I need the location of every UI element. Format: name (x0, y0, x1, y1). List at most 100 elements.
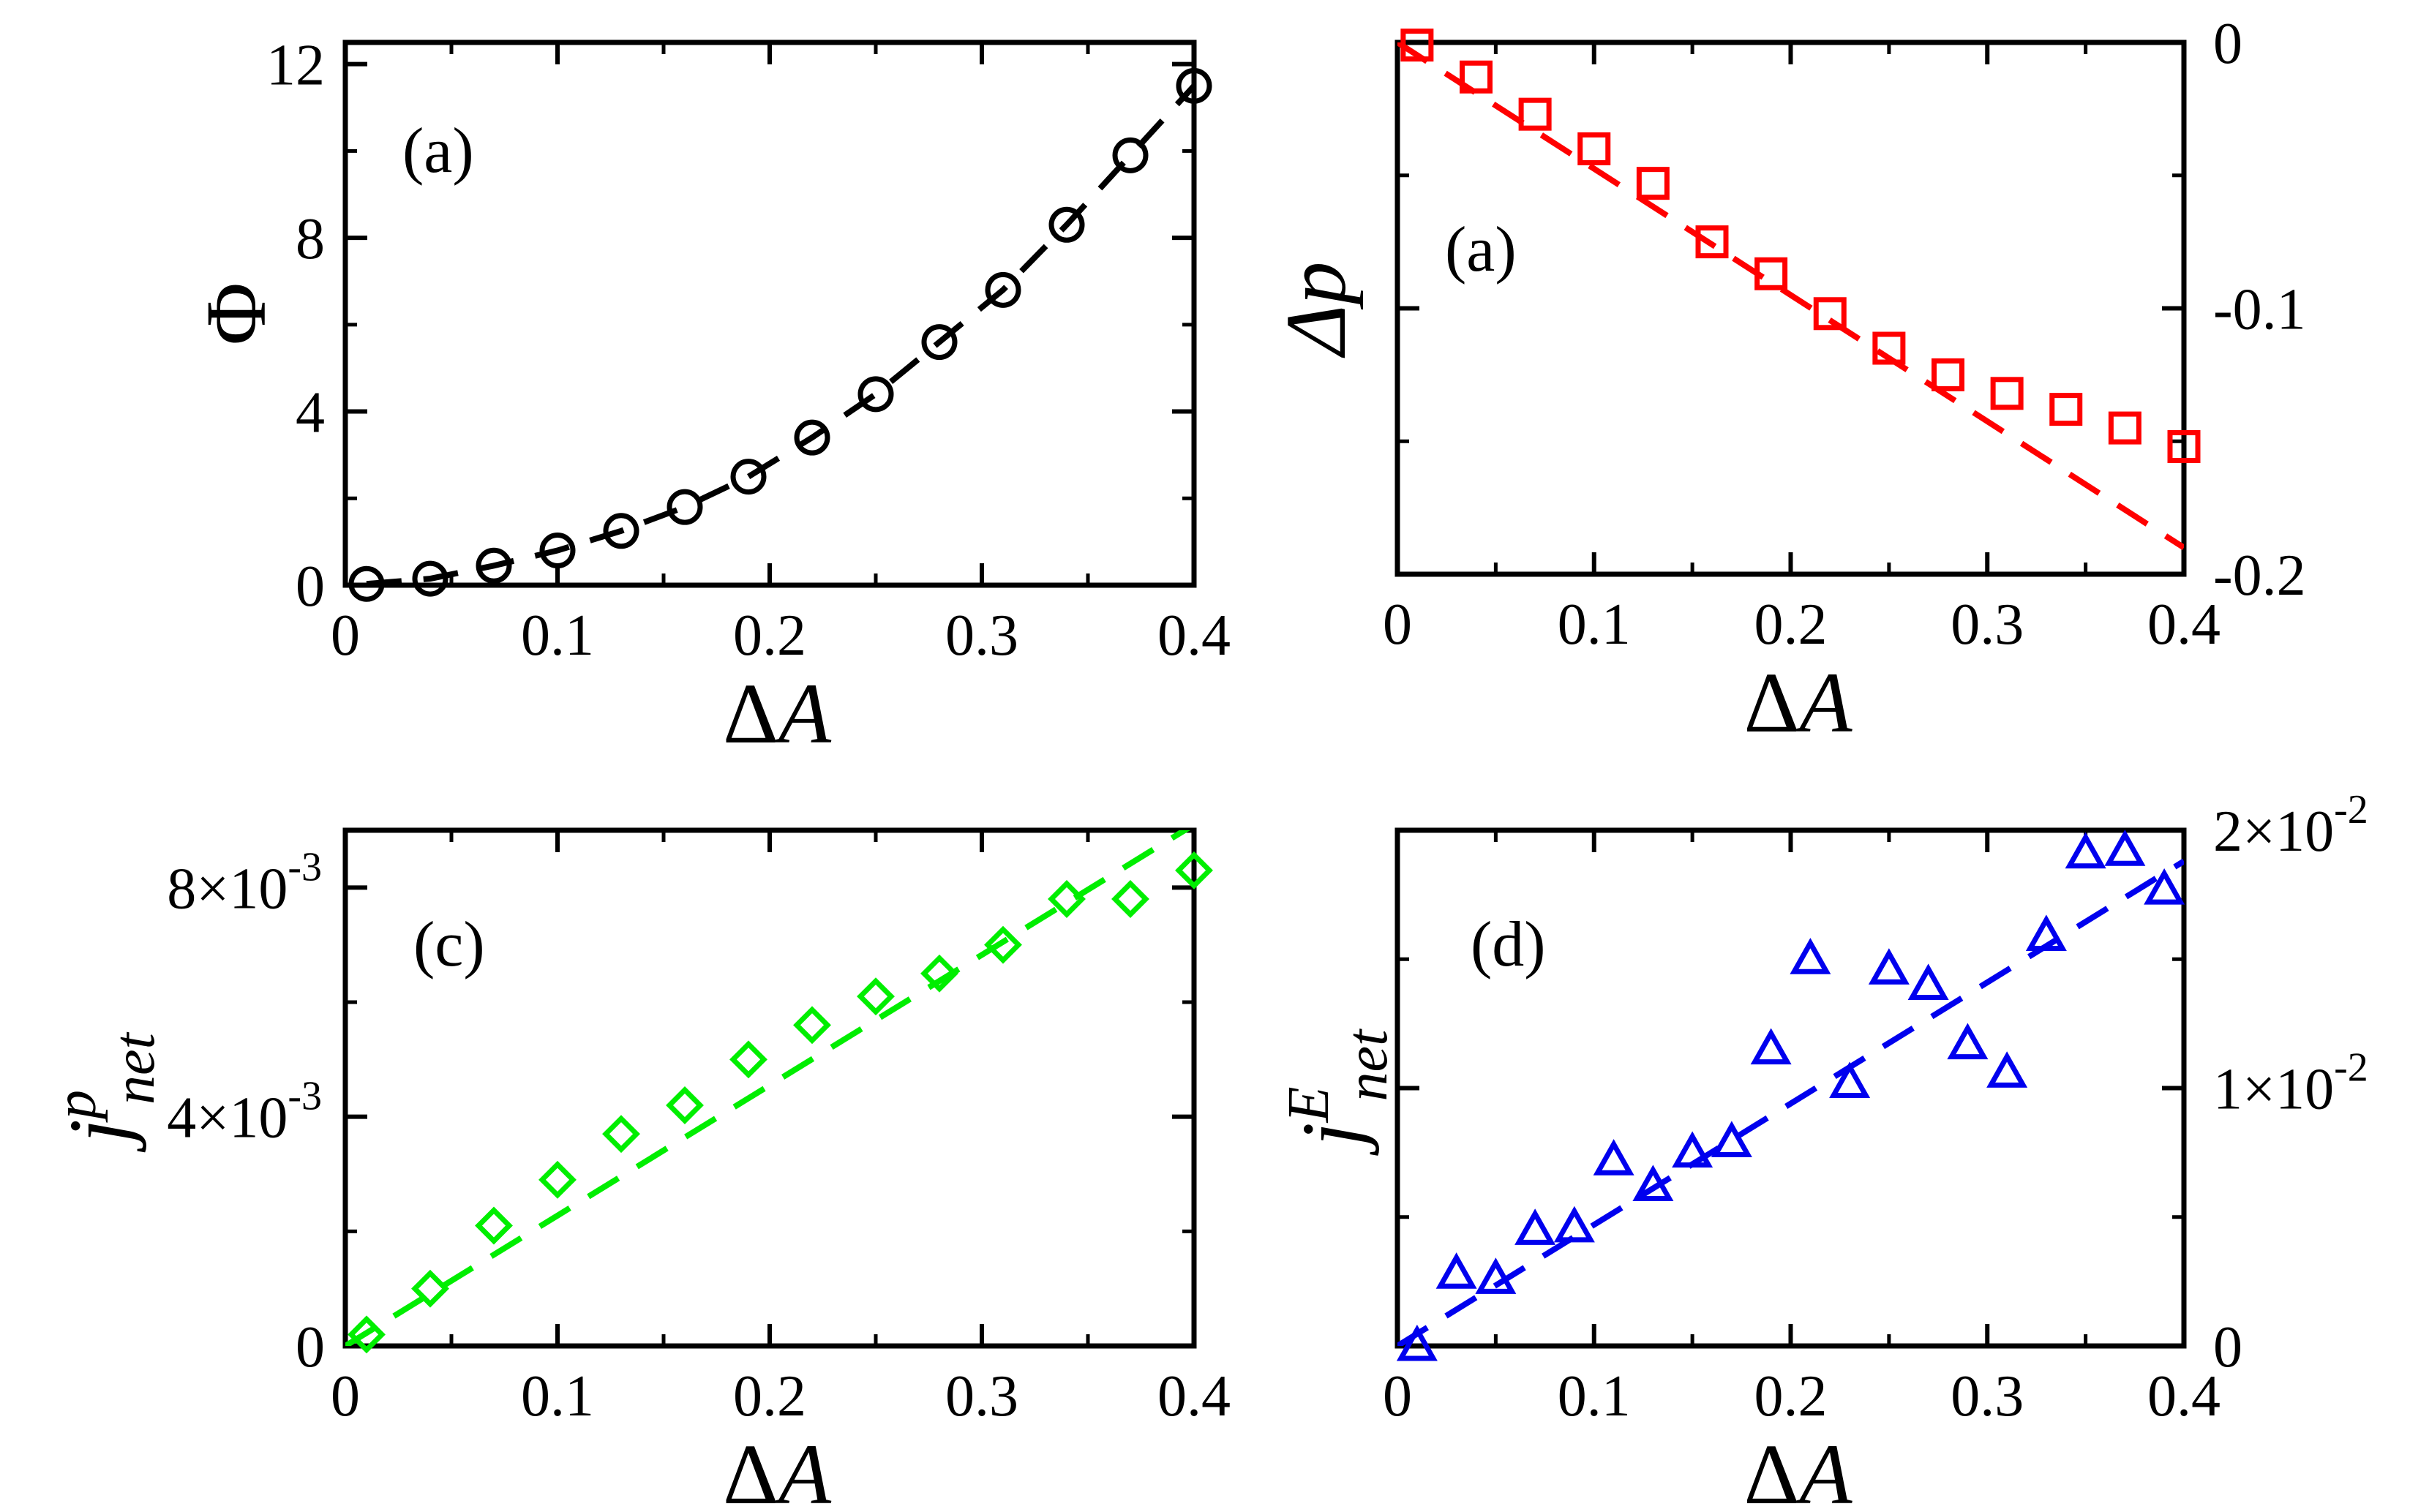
data-point (921, 324, 958, 361)
x-axis-label-var: A (1794, 655, 1852, 751)
x-axis-label: ΔA (723, 666, 832, 761)
data-point (1175, 851, 1213, 889)
x-tick-label: 0.2 (733, 603, 806, 668)
data-point (1460, 60, 1493, 94)
x-tick-label: 0 (1383, 593, 1412, 657)
panel-label: (c) (413, 909, 485, 980)
fit-line (1397, 42, 2184, 551)
y-tick-label: 0 (296, 554, 325, 619)
data-point (602, 1115, 640, 1154)
data-point (1577, 132, 1611, 165)
data-point (1868, 948, 1910, 985)
data-point (1111, 880, 1149, 918)
data-point (1750, 1028, 1792, 1065)
y-tick-label: 8×10-3 (167, 844, 322, 921)
x-tick-label: 0.4 (2147, 593, 2221, 657)
panel-top-left: 0 0.1 0.2 0.3 0.4 0 4 8 12 (a) ΔA Φ (188, 34, 1231, 761)
y-axis-label: jpnet (44, 1031, 167, 1152)
x-tick-label: 0 (1383, 1364, 1412, 1429)
data-point (1176, 67, 1212, 104)
data-point (1672, 1131, 1713, 1168)
data-point (857, 977, 895, 1016)
data-point (984, 925, 1022, 964)
data-point (1593, 1139, 1634, 1176)
x-tick-label: 0.4 (1157, 1364, 1231, 1429)
x-tick-label: 0.3 (1951, 1364, 2024, 1429)
y-axis-label-sub: net (102, 1031, 167, 1105)
data-point (538, 1160, 577, 1199)
x-tick-label: 0.1 (521, 603, 594, 668)
data-point (2108, 411, 2141, 445)
data-point (1435, 1252, 1477, 1289)
x-tick-label: 0 (331, 603, 360, 668)
data-point (1518, 97, 1552, 131)
x-tick-label: 0.1 (521, 1364, 594, 1429)
panel-label: (d) (1471, 909, 1546, 980)
y-tick-label: 2×10-2 (2213, 787, 2368, 864)
x-tick-label: 0.1 (1558, 593, 1631, 657)
data-point (2144, 868, 2185, 905)
data-point (476, 547, 512, 584)
y-tick-exponent: -2 (2334, 1045, 2368, 1091)
data-point (985, 271, 1021, 308)
data-point (666, 1086, 704, 1124)
y-tick-label: 4 (296, 381, 325, 445)
data-point (1872, 331, 1906, 365)
x-tick-label: 0.4 (1157, 603, 1231, 668)
x-tick-label: 0.3 (945, 603, 1018, 668)
x-tick-label: 0 (331, 1364, 360, 1429)
data-point (2104, 830, 2146, 866)
data-point (794, 419, 830, 456)
data-point (1813, 297, 1847, 331)
x-axis-label-greek: Δ (723, 1426, 778, 1512)
panel-label: (a) (1445, 214, 1517, 285)
x-tick-label: 0.4 (2147, 1364, 2221, 1429)
y-axis-label: Φ (188, 282, 284, 345)
x-axis-label: ΔA (723, 1426, 832, 1512)
data-point (1514, 1208, 1556, 1245)
fit-line (1397, 858, 2184, 1346)
y-tick-label: 4×10-3 (167, 1074, 322, 1151)
plot-frame (1394, 40, 2187, 577)
x-tick-label: 0.2 (733, 1364, 806, 1429)
y-tick-label: -0.1 (2213, 278, 2306, 342)
y-tick-label: -0.2 (2213, 544, 2306, 608)
data-point (1553, 1206, 1595, 1243)
y-tick-label: 1×10-2 (2213, 1045, 2368, 1122)
data-point (411, 1269, 449, 1308)
data-point (603, 513, 639, 549)
x-tick-label: 0.3 (1951, 593, 2024, 657)
data-point (1711, 1121, 1752, 1158)
y-tick-exponent: -3 (288, 1074, 322, 1119)
data-point (729, 1040, 767, 1079)
fit-line (345, 830, 1190, 1346)
x-axis-label-var: A (773, 1426, 832, 1512)
y-tick-label: 0 (296, 1315, 325, 1380)
x-tick-label: 0.2 (1754, 593, 1828, 657)
y-axis-label-sup: E (1277, 1087, 1341, 1124)
data-point (1907, 963, 1949, 1000)
data-point (2065, 832, 2106, 869)
data-point (1636, 167, 1670, 200)
data-point (1112, 137, 1149, 173)
data-point (667, 489, 703, 525)
data-point (730, 459, 767, 495)
data-point (475, 1206, 513, 1245)
x-axis-label-greek: Δ (1744, 655, 1800, 751)
x-tick-label: 0.3 (945, 1364, 1018, 1429)
y-axis-label: jEnet (1277, 1028, 1400, 1156)
panel-top-right: 0 0.1 0.2 0.3 0.4 0 -0.1 -0.2 (a) ΔA Δp (1268, 12, 2306, 751)
data-point (1695, 225, 1729, 259)
y-tick-exponent: -3 (288, 844, 322, 889)
data-point (2049, 393, 2083, 426)
x-tick-label: 0.1 (1558, 1364, 1631, 1429)
y-axis-label-main: j (51, 1119, 147, 1153)
y-axis-label-sup: p (44, 1090, 108, 1123)
data-point (793, 1006, 831, 1045)
data-point (1947, 1023, 1989, 1060)
data-point (1829, 1061, 1871, 1098)
x-axis-label: ΔA (1744, 1426, 1853, 1512)
data-point (412, 560, 448, 597)
